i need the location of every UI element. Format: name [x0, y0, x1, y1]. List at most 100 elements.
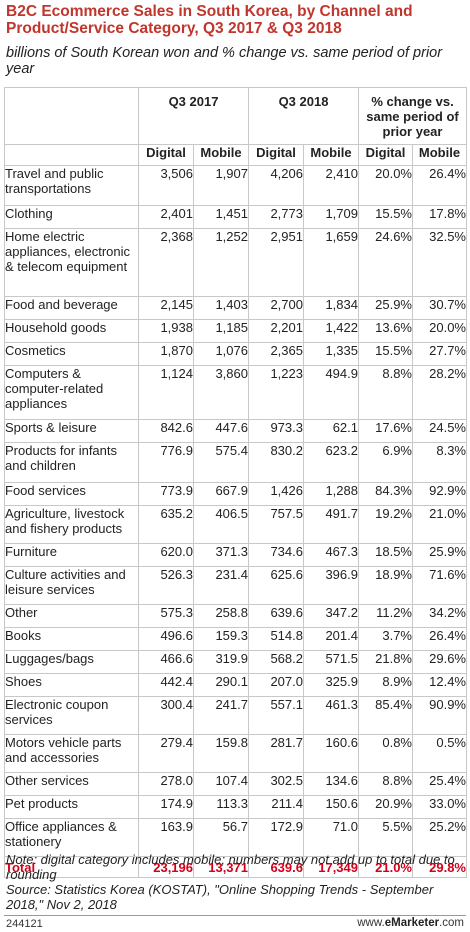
cell-mobile-2018: 461.3 [303, 696, 359, 735]
cell-mobile-2018: 2,410 [303, 165, 359, 206]
cell-mobile-change: 90.9% [412, 696, 467, 735]
cell-mobile-2018: 150.6 [303, 795, 359, 819]
cell-mobile-2018: 1,709 [303, 205, 359, 229]
cell-digital-change: 18.9% [358, 566, 413, 605]
cell-digital-change: 8.8% [358, 772, 413, 796]
cell-mobile-change: 25.4% [412, 772, 467, 796]
cell-digital-2018: 4,206 [248, 165, 304, 206]
cell-mobile-change: 26.4% [412, 165, 467, 206]
cell-mobile-2017: 56.7 [193, 818, 249, 857]
cell-digital-change: 11.2% [358, 604, 413, 628]
brand-prefix: www. [357, 917, 385, 929]
cell-mobile-2017: 406.5 [193, 505, 249, 544]
cell-digital-2018: 734.6 [248, 543, 304, 567]
total-label: Total [4, 856, 139, 878]
cell-digital-change: 13.6% [358, 319, 413, 343]
cell-mobile-2018: 1,659 [303, 228, 359, 297]
cell-mobile-2018: 491.7 [303, 505, 359, 544]
cell-mobile-2018: 1,834 [303, 296, 359, 320]
cell-mobile-2018: 623.2 [303, 442, 359, 483]
cell-mobile-2018: 134.6 [303, 772, 359, 796]
cell-digital-change: 25.9% [358, 296, 413, 320]
cell-mobile-change: 20.0% [412, 319, 467, 343]
table-row: Travel and public transportations 3,506 1,… [4, 165, 467, 206]
row-category: Electronic coupon services [4, 696, 139, 735]
table-row: Cosmetics 1,870 1,076 2,365 1,335 15.5% 27.7% [4, 342, 467, 366]
total-mobile-2017: 13,371 [193, 856, 249, 878]
cell-digital-2018: 514.8 [248, 627, 304, 651]
cell-digital-change: 15.5% [358, 205, 413, 229]
cell-digital-2017: 3,506 [138, 165, 194, 206]
cell-mobile-change: 0.5% [412, 734, 467, 773]
column-group-percent-change: % change vs. same period of prior year [358, 87, 467, 145]
brand-suffix: .com [439, 917, 464, 929]
total-digital-change: 21.0% [358, 856, 413, 878]
cell-digital-2018: 281.7 [248, 734, 304, 773]
row-category: Household goods [4, 319, 139, 343]
cell-digital-change: 24.6% [358, 228, 413, 297]
cell-digital-change: 3.7% [358, 627, 413, 651]
row-category: Motors vehicle parts and accessories [4, 734, 139, 773]
row-category: Clothing [4, 205, 139, 229]
brand-name: eMarketer [384, 917, 440, 929]
row-category: Books [4, 627, 139, 651]
cell-digital-2018: 2,365 [248, 342, 304, 366]
cell-mobile-change: 33.0% [412, 795, 467, 819]
cell-digital-2018: 1,426 [248, 482, 304, 506]
table-row: Home electric appliances, electronic & t… [4, 228, 467, 297]
cell-mobile-2017: 258.8 [193, 604, 249, 628]
cell-digital-2017: 773.9 [138, 482, 194, 506]
cell-digital-change: 8.8% [358, 365, 413, 420]
cell-mobile-2018: 396.9 [303, 566, 359, 605]
cell-digital-change: 15.5% [358, 342, 413, 366]
cell-mobile-change: 25.9% [412, 543, 467, 567]
cell-mobile-2018: 571.5 [303, 650, 359, 674]
cell-digital-2018: 757.5 [248, 505, 304, 544]
cell-mobile-change: 29.6% [412, 650, 467, 674]
table-row: Other 575.3 258.8 639.6 347.2 11.2% 34.2% [4, 604, 467, 628]
cell-digital-change: 17.6% [358, 419, 413, 443]
row-category: Cosmetics [4, 342, 139, 366]
sub-header-mobile-2018: Mobile [303, 144, 359, 166]
table-row: Motors vehicle parts and accessories 279.… [4, 734, 467, 773]
cell-mobile-2017: 290.1 [193, 673, 249, 697]
table-row: Luggages/bags 466.6 319.9 568.2 571.5 21.8% 29… [4, 650, 467, 674]
cell-digital-2018: 568.2 [248, 650, 304, 674]
cell-digital-change: 85.4% [358, 696, 413, 735]
cell-mobile-change: 26.4% [412, 627, 467, 651]
sub-column-header-row: Digital Mobile Digital Mobile Digital Mo… [4, 144, 467, 166]
cell-digital-change: 5.5% [358, 818, 413, 857]
cell-mobile-2017: 447.6 [193, 419, 249, 443]
table-row: Furniture 620.0 371.3 734.6 467.3 18.5% 25.9% [4, 543, 467, 567]
cell-mobile-2018: 1,422 [303, 319, 359, 343]
cell-mobile-change: 32.5% [412, 228, 467, 297]
cell-mobile-change: 24.5% [412, 419, 467, 443]
chart-subtitle: billions of South Korean won and % chang… [6, 45, 443, 77]
row-category: Computers & computer-related appliances [4, 365, 139, 420]
cell-digital-change: 84.3% [358, 482, 413, 506]
row-category: Shoes [4, 673, 139, 697]
cell-mobile-2017: 107.4 [193, 772, 249, 796]
cell-digital-2018: 211.4 [248, 795, 304, 819]
cell-mobile-2018: 467.3 [303, 543, 359, 567]
cell-mobile-2018: 160.6 [303, 734, 359, 773]
cell-mobile-2017: 319.9 [193, 650, 249, 674]
cell-digital-2017: 1,938 [138, 319, 194, 343]
cell-mobile-2017: 113.3 [193, 795, 249, 819]
table-row: Shoes 442.4 290.1 207.0 325.9 8.9% 12.4% [4, 673, 467, 697]
cell-mobile-2017: 231.4 [193, 566, 249, 605]
row-category: Agriculture, livestock and fishery produ… [4, 505, 139, 544]
table-row: Household goods 1,938 1,185 2,201 1,422 13.6%… [4, 319, 467, 343]
cell-mobile-2017: 1,403 [193, 296, 249, 320]
footnote: Note: digital category includes mobile; … [6, 852, 455, 882]
cell-digital-change: 6.9% [358, 442, 413, 483]
column-group-q3-2018: Q3 2018 [248, 87, 359, 145]
cell-mobile-change: 8.3% [412, 442, 467, 483]
row-category: Pet products [4, 795, 139, 819]
cell-mobile-2018: 347.2 [303, 604, 359, 628]
cell-digital-2017: 163.9 [138, 818, 194, 857]
table-row: Sports & leisure 842.6 447.6 973.3 62.1 17.6%… [4, 419, 467, 443]
cell-digital-2018: 625.6 [248, 566, 304, 605]
cell-digital-2017: 635.2 [138, 505, 194, 544]
sub-header-digital-2017: Digital [138, 144, 194, 166]
